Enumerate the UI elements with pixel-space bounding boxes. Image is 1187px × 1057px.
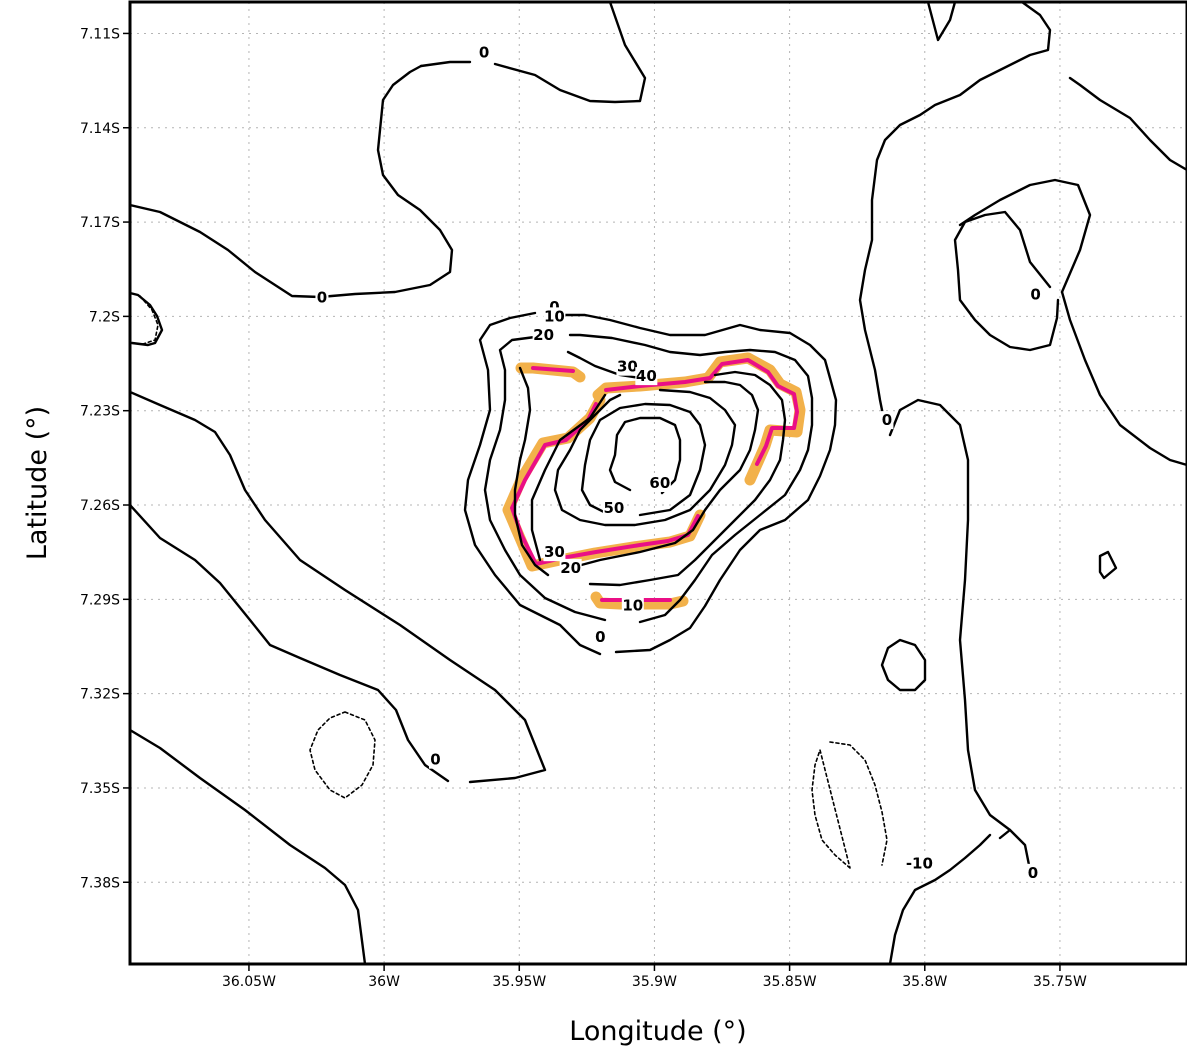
contour-label-bg-7 (616, 357, 639, 376)
contour-label-bg-9 (648, 474, 671, 492)
y-tick-label-8: 7.35S (80, 781, 120, 797)
contour-zero-small-loop-east (880, 638, 927, 692)
y-tick-label-3: 7.2S (89, 309, 120, 325)
plot-frame (128, 0, 1187, 966)
contour-label-bg-5 (543, 307, 566, 326)
contour-label-bg-14 (593, 628, 607, 647)
contour-label-bg-11 (543, 543, 566, 562)
contour-neg-southeast-loop (811, 741, 888, 869)
contour-label-bg-13 (621, 596, 644, 615)
contour-neg-west-loop (309, 711, 376, 799)
contour-label-bg-2 (1029, 285, 1043, 304)
contour-label-0: 0 (479, 43, 489, 61)
contour-zero-southeast-tail (888, 828, 1012, 964)
y-tick-label-5: 7.26S (80, 498, 120, 514)
y-tick-label-0: 7.11S (80, 26, 120, 42)
contour-label-bg-6 (532, 326, 555, 345)
x-tick-label-5: 35.8W (902, 974, 947, 990)
contour-zero-small-triangle (1098, 550, 1118, 580)
contour-zero-north-cap (419, 2, 647, 104)
x-tick-label-0: 36.05W (222, 974, 276, 990)
contour-label-13: 10 (622, 597, 643, 615)
contour-label-3: 0 (882, 411, 892, 429)
contour-label-9: 60 (649, 474, 670, 492)
contour-label-bg-15 (428, 750, 442, 769)
x-axis-title: Longitude (°) (569, 1016, 746, 1047)
contour-label-7: 30 (617, 358, 638, 376)
contour-zero-east-lower (888, 398, 1032, 882)
highlight-band-northwest-inner (531, 366, 575, 373)
contour-thirty (530, 380, 760, 570)
y-axis-title: Latitude (°) (22, 406, 53, 560)
y-tick-label-9: 7.38S (80, 875, 120, 891)
highlight-band-south-outer (590, 591, 689, 610)
contour-label-8: 40 (636, 367, 657, 385)
y-tick-label-4: 7.23S (80, 404, 120, 420)
y-tick-label-2: 7.17S (80, 215, 120, 231)
contour-label-bg-16 (903, 854, 935, 873)
contour-label-bg-0 (477, 43, 491, 62)
contour-fifty (580, 402, 707, 517)
grid-lines (130, 2, 1187, 964)
contour-zero-east-right-band (1060, 290, 1187, 467)
contour-lines (130, 2, 1187, 964)
contour-twenty (513, 350, 787, 587)
contour-label-14: 0 (595, 628, 605, 646)
contour-ten (483, 333, 814, 624)
contour-label-11: 30 (544, 543, 565, 561)
contour-label-bg-1 (315, 288, 329, 307)
contour-zero-north (130, 64, 454, 299)
contour-label-10: 50 (603, 499, 624, 517)
x-tick-label-2: 35.95W (492, 974, 546, 990)
x-tick-label-4: 35.85W (763, 974, 817, 990)
contour-label-2: 0 (1030, 285, 1040, 303)
contour-zero-east-top (858, 2, 1052, 427)
axis-ticks: 36.05W 36W 35.95W 35.9W 35.85W 35.8W 35.75W 7.1… (80, 26, 1087, 990)
y-tick-label-7: 7.32S (80, 687, 120, 703)
contour-zero-southwest (130, 728, 367, 964)
y-tick-label-1: 7.14S (80, 121, 120, 137)
contour-label-12: 20 (560, 559, 581, 577)
highlight-band-west-inner (510, 402, 700, 566)
contour-label-bg-10 (602, 499, 625, 518)
contour-label-15: 0 (430, 751, 440, 769)
contour-neg-west-bulge (139, 295, 159, 346)
x-tick-label-1: 36W (368, 974, 400, 990)
contour-zero-west-band (130, 390, 547, 784)
x-tick-label-3: 35.9W (632, 974, 677, 990)
contour-zero-cell (463, 311, 838, 656)
contour-label-bg-8 (635, 367, 658, 386)
contour-label-bg-3 (880, 411, 894, 430)
contour-zero-east-upper-loop (1068, 76, 1187, 172)
x-tick-label-6: 35.75W (1033, 974, 1087, 990)
contour-sixty (608, 416, 682, 495)
contour-forty (553, 388, 737, 527)
contour-label-bg-17 (1026, 863, 1040, 882)
contour-label-1: 0 (317, 289, 327, 307)
contour-label-6: 20 (533, 326, 554, 344)
contour-label-bg-12 (559, 558, 582, 577)
contour-label-5: 10 (544, 307, 565, 325)
contour-label-4: 0 (549, 298, 559, 316)
contour-zero-west-bulge (130, 291, 164, 347)
y-tick-label-6: 7.29S (80, 592, 120, 608)
contour-label-16: -10 (906, 854, 933, 872)
highlight-band-east-inner (604, 358, 799, 466)
contour-zero-east-loop (953, 178, 1092, 352)
contour-label-17: 0 (1028, 864, 1038, 882)
